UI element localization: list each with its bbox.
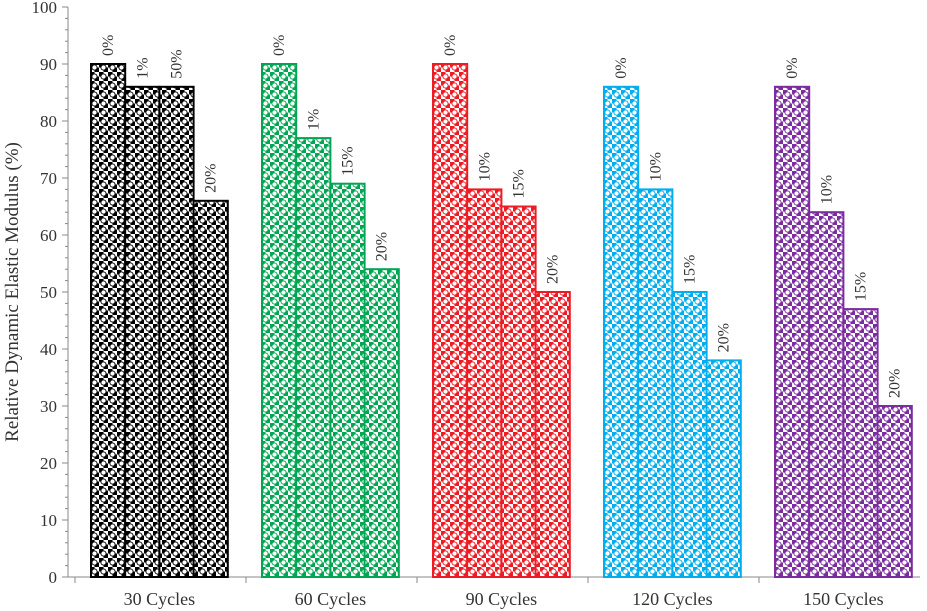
bar — [774, 85, 811, 579]
bar — [637, 188, 674, 578]
bar-value-label: 0% — [100, 35, 117, 56]
bar — [192, 199, 229, 579]
bar — [329, 182, 366, 578]
bar — [261, 63, 298, 578]
y-tick-label: 70 — [40, 169, 57, 188]
y-tick-label: 50 — [40, 283, 57, 302]
bar-value-label: 1% — [134, 57, 151, 78]
x-category-label: 120 Cycles — [632, 589, 713, 609]
y-tick-label: 20 — [40, 454, 57, 473]
bar-value-label: 15% — [682, 255, 699, 284]
bar-value-label: 15% — [340, 146, 357, 175]
bar-value-label: 50% — [169, 49, 186, 78]
y-tick-label: 90 — [40, 55, 57, 74]
bar — [808, 211, 845, 578]
y-tick-label: 30 — [40, 397, 57, 416]
bar-value-label: 20% — [374, 232, 391, 261]
bar-value-label: 15% — [511, 169, 528, 198]
bar — [842, 308, 879, 578]
y-tick-label: 80 — [40, 112, 57, 131]
bars-group — [90, 63, 913, 579]
bar-value-label: 1% — [305, 109, 322, 130]
bar-value-label: 10% — [818, 175, 835, 204]
bar — [500, 205, 537, 578]
bar — [432, 63, 469, 578]
y-tick-label: 0 — [49, 568, 58, 587]
bar-value-label: 0% — [442, 35, 459, 56]
x-category-label: 150 Cycles — [803, 589, 884, 609]
bar — [705, 359, 742, 578]
bar — [466, 188, 503, 578]
bar-labels-group: 0% 1% 50% 20% 0% 1% 15% 20% 0% 10% 15% 20% 0% 10% 15% 2… — [100, 35, 904, 398]
bar — [124, 85, 161, 579]
bar-value-label: 0% — [784, 57, 801, 78]
bar — [295, 137, 332, 578]
bar — [363, 268, 400, 578]
y-tick-label: 60 — [40, 226, 57, 245]
bar — [876, 405, 913, 578]
y-tick-label: 100 — [32, 0, 58, 17]
bar-value-label: 20% — [545, 255, 562, 284]
bar-value-label: 10% — [476, 152, 493, 181]
y-tick-label: 40 — [40, 340, 57, 359]
y-tick-label: 10 — [40, 511, 57, 530]
bar-value-label: 10% — [647, 152, 664, 181]
bar — [158, 85, 195, 579]
x-axis: 30 Cycles 60 Cycles 90 Cycles 120 Cycles 150… — [68, 576, 920, 609]
bar-value-label: 20% — [203, 163, 220, 192]
bar-value-label: 20% — [887, 369, 904, 398]
bar — [671, 291, 708, 578]
x-category-label: 90 Cycles — [466, 589, 538, 609]
x-category-label: 30 Cycles — [124, 589, 196, 609]
y-axis: 0 10 20 30 40 50 60 70 80 90 100 — [32, 0, 69, 587]
x-category-label: 60 Cycles — [295, 589, 367, 609]
bar — [603, 85, 640, 579]
bar-value-label: 20% — [716, 323, 733, 352]
bar — [90, 63, 127, 578]
bar — [534, 291, 571, 578]
y-axis-label: Relative Dynamic Elastic Modulus (%) — [2, 142, 23, 442]
bar-value-label: 0% — [613, 57, 630, 78]
bar-value-label: 0% — [271, 35, 288, 56]
bar-value-label: 15% — [853, 272, 870, 301]
